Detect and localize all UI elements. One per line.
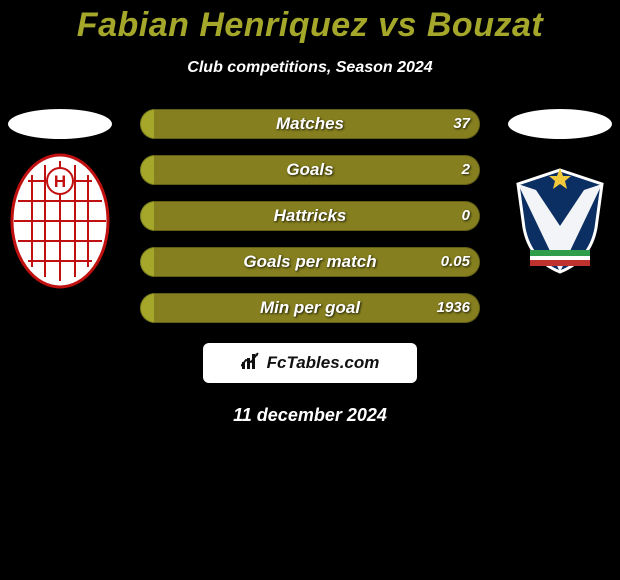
content-area: H Matches37 Goals2 Hattricks0 Goals per mat… <box>0 109 620 426</box>
left-halo-ellipse <box>8 109 112 139</box>
page-title: Fabian Henriquez vs Bouzat <box>0 0 620 45</box>
stat-bar-left-fill <box>140 155 154 185</box>
date-text: 11 december 2024 <box>0 405 620 426</box>
stat-bar-left-fill <box>140 201 154 231</box>
branding-badge: FcTables.com <box>203 343 417 383</box>
stat-bar-right-fill <box>154 293 480 323</box>
stat-bar: Hattricks0 <box>140 201 480 231</box>
right-halo-ellipse <box>508 109 612 139</box>
right-player-column <box>500 109 620 291</box>
stat-bar: Goals per match0.05 <box>140 247 480 277</box>
huracan-crest: H <box>10 151 110 291</box>
branding-text: FcTables.com <box>267 353 380 373</box>
stat-bar-right-fill <box>154 155 480 185</box>
stat-bars: Matches37 Goals2 Hattricks0 Goals per match… <box>140 109 480 323</box>
stat-bar: Matches37 <box>140 109 480 139</box>
comparison-infographic: Fabian Henriquez vs Bouzat Club competit… <box>0 0 620 580</box>
stat-bar-right-fill <box>154 247 480 277</box>
stat-bar-right-fill <box>154 201 480 231</box>
stat-bar: Goals2 <box>140 155 480 185</box>
stat-bar-right-fill <box>154 109 480 139</box>
subtitle: Club competitions, Season 2024 <box>0 59 620 77</box>
stat-bar-left-fill <box>140 109 154 139</box>
stat-bar-left-fill <box>140 247 154 277</box>
velez-crest <box>510 151 610 291</box>
stat-bar-left-fill <box>140 293 154 323</box>
svg-text:H: H <box>54 172 66 191</box>
bar-chart-icon <box>241 352 261 375</box>
left-player-column: H <box>0 109 120 291</box>
stat-bar: Min per goal1936 <box>140 293 480 323</box>
